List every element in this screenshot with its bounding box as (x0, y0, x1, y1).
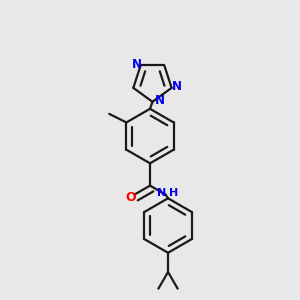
Text: H: H (169, 188, 178, 198)
Text: O: O (125, 190, 136, 204)
Text: N: N (172, 80, 182, 93)
Text: N: N (157, 188, 166, 198)
Text: N: N (155, 94, 165, 107)
Text: N: N (132, 58, 142, 71)
